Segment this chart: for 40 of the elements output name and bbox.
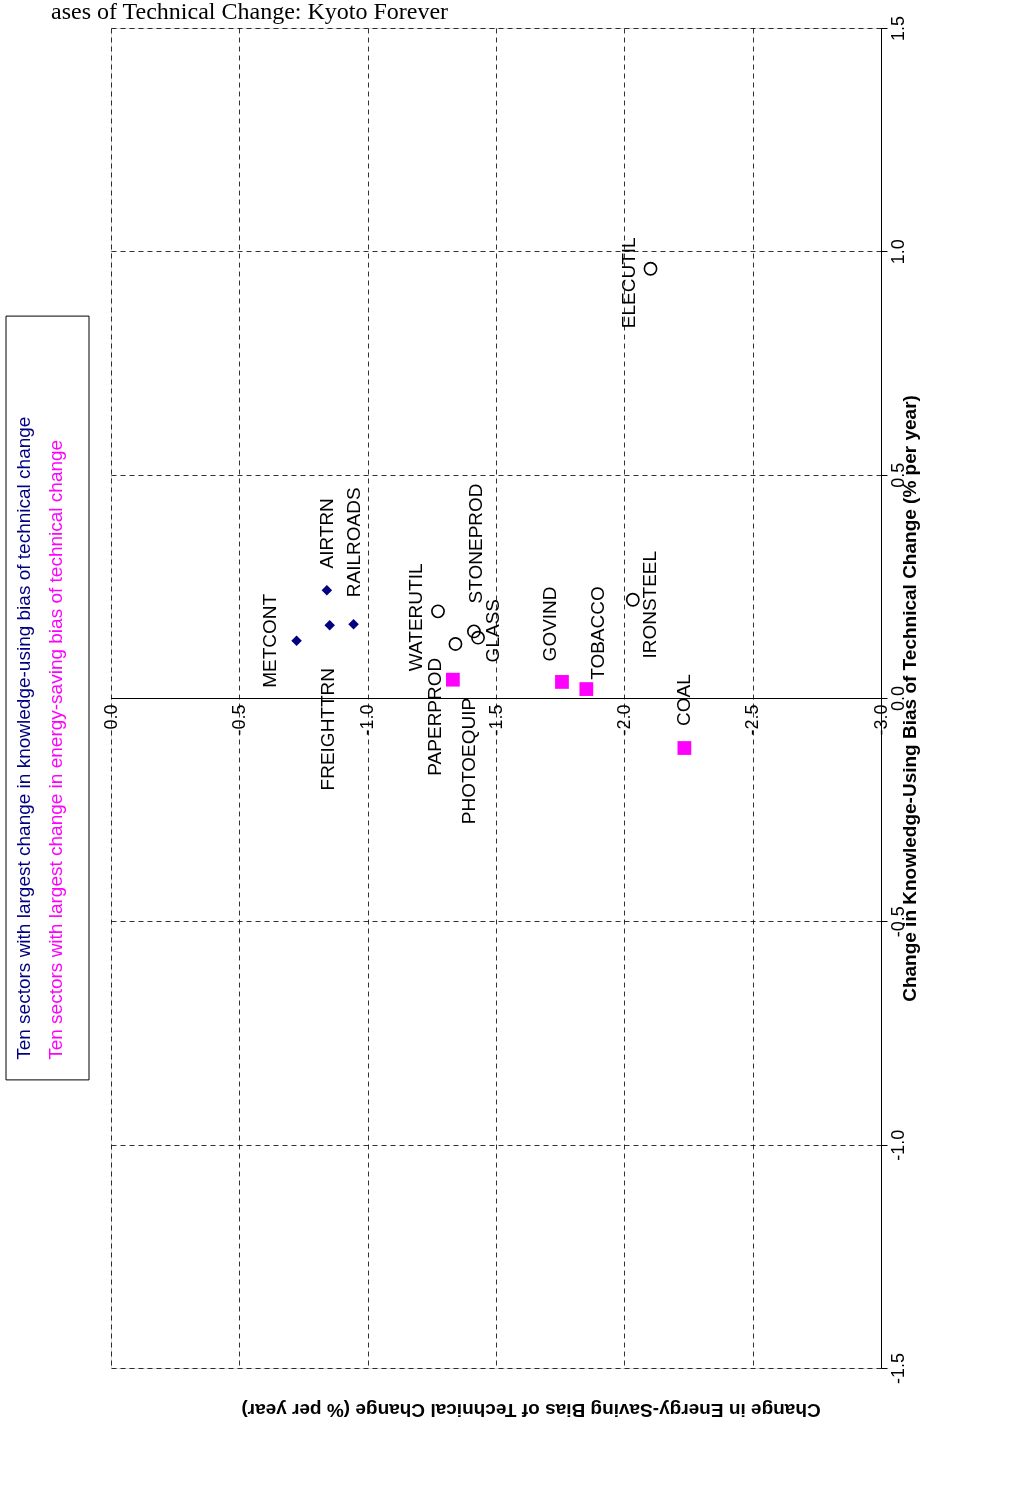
y-tick-label: -1.0 [887,1129,908,1161]
y-tick-label: -1.5 [887,1352,908,1385]
annotation: GOVIND [538,586,560,662]
annotation: METCONT [258,593,280,688]
point [321,585,333,596]
point [431,604,445,619]
point [445,672,460,687]
point [555,675,569,689]
annotation: FREIGHTTRN [316,667,338,791]
annotation: PHOTOEQUIP [458,697,480,825]
x-tick-label: -0.5 [228,704,249,736]
annotation: AIRTRN [315,498,337,569]
point [467,624,481,639]
text: Ten sectors with largest change in energy-saving bias of technical change [45,439,66,1060]
point [579,682,594,696]
annotation: WATERUTIL [404,563,426,672]
y-tick-label: 1.5 [887,15,908,42]
point [625,592,640,607]
point [324,619,335,631]
x-tick-label: -1.0 [357,704,378,736]
annotation: IRONSTEEL [638,550,660,659]
point [677,741,692,755]
annotation: PAPERPROD [423,657,445,776]
point [643,261,658,276]
x-tick-label: -2.0 [613,704,634,736]
point [471,630,485,645]
annotation: COAL [673,674,695,726]
annotation: ELECUTIL [617,237,639,329]
x-axis-title: Change in Energy-Saving Bias of Technical Change (% per year) [241,1400,821,1421]
point [291,635,302,647]
chart-title: ases of Technical Change: Kyoto Forever [51,0,449,24]
point [448,637,463,651]
annotation: RAILROADS [342,487,364,598]
x-tick-label: -1.5 [485,704,506,736]
point [348,619,359,630]
x-tick-label: 0.0 [100,704,121,730]
y-tick-label: 1.0 [887,239,908,265]
annotation: TOBACCO [587,586,609,680]
text: Ten sectors with largest change in knowledge-using bias of technical change [13,416,34,1060]
x-tick-label: -2.5 [742,704,763,736]
